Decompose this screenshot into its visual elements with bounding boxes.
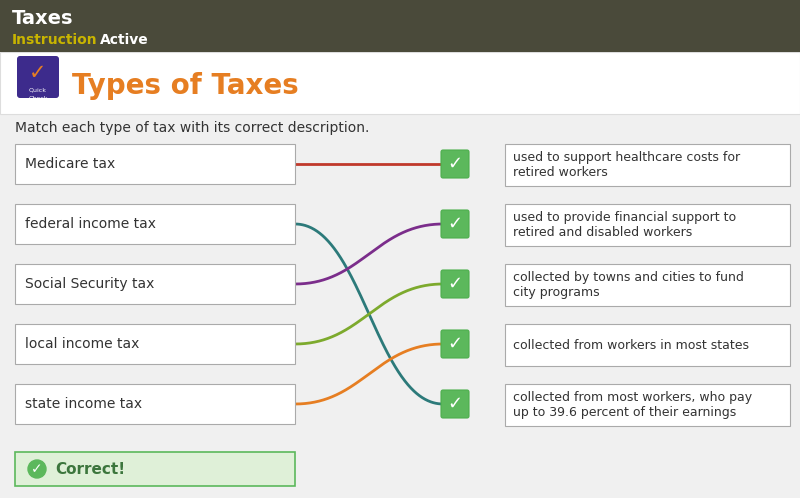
Text: ✓: ✓ [31,462,43,476]
Text: Medicare tax: Medicare tax [25,157,115,171]
FancyBboxPatch shape [505,324,790,366]
FancyBboxPatch shape [441,210,469,238]
FancyBboxPatch shape [441,270,469,298]
FancyBboxPatch shape [15,204,295,244]
Text: ✓: ✓ [447,275,462,293]
Text: Types of Taxes: Types of Taxes [72,72,298,100]
Text: ✓: ✓ [447,155,462,173]
Text: ✓: ✓ [447,395,462,413]
FancyBboxPatch shape [15,264,295,304]
Text: Quick: Quick [29,88,47,93]
FancyBboxPatch shape [15,452,295,486]
FancyBboxPatch shape [505,144,790,186]
Text: Check: Check [28,96,48,101]
Text: state income tax: state income tax [25,397,142,411]
FancyBboxPatch shape [505,264,790,306]
Text: Match each type of tax with its correct description.: Match each type of tax with its correct … [15,121,370,135]
Text: federal income tax: federal income tax [25,217,156,231]
Bar [0,0,800,52]
Bar [0,114,800,498]
Text: collected from workers in most states: collected from workers in most states [513,339,749,352]
Text: ✓: ✓ [447,215,462,233]
Text: local income tax: local income tax [25,337,139,351]
Text: ✓: ✓ [447,335,462,353]
FancyBboxPatch shape [441,150,469,178]
Text: collected from most workers, who pay
up to 39.6 percent of their earnings: collected from most workers, who pay up … [513,391,752,419]
FancyBboxPatch shape [505,384,790,426]
Text: Correct!: Correct! [55,462,125,477]
Text: used to support healthcare costs for
retired workers: used to support healthcare costs for ret… [513,151,740,179]
Text: Social Security tax: Social Security tax [25,277,154,291]
FancyBboxPatch shape [441,330,469,358]
Text: Active: Active [100,33,149,47]
FancyBboxPatch shape [441,390,469,418]
Text: collected by towns and cities to fund
city programs: collected by towns and cities to fund ci… [513,271,744,299]
Circle shape [28,460,46,478]
Text: ✓: ✓ [30,63,46,83]
Text: used to provide financial support to
retired and disabled workers: used to provide financial support to ret… [513,211,736,239]
Text: Instruction: Instruction [12,33,98,47]
FancyBboxPatch shape [17,56,59,98]
Text: Taxes: Taxes [12,8,74,27]
FancyBboxPatch shape [15,384,295,424]
FancyBboxPatch shape [15,324,295,364]
Bar [0,52,800,114]
FancyBboxPatch shape [15,144,295,184]
FancyBboxPatch shape [505,204,790,246]
